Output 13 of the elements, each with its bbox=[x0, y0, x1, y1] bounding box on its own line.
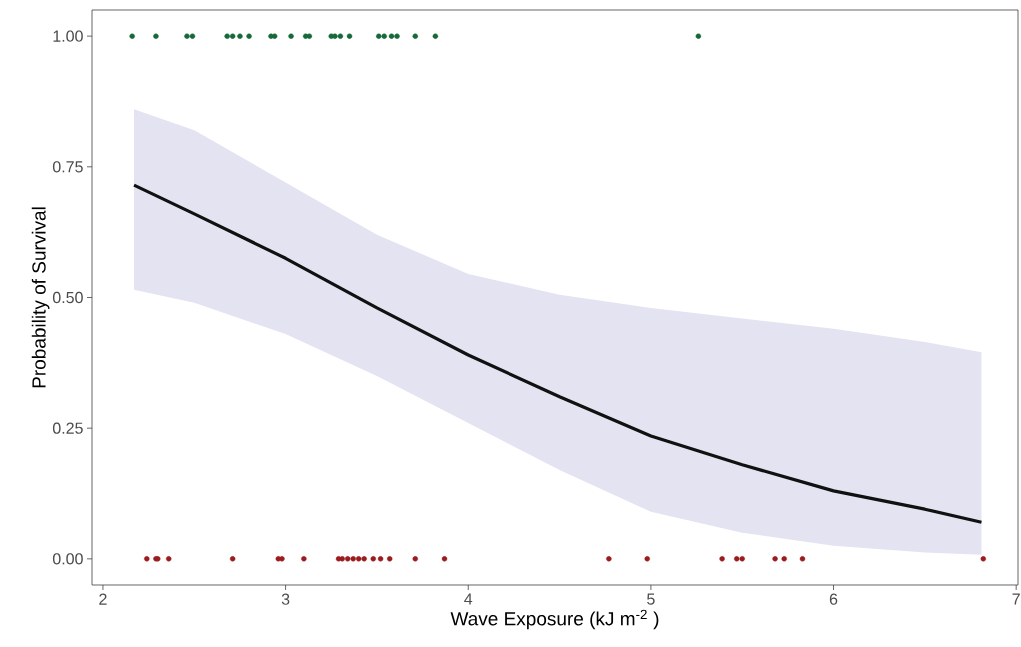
y-tick-label: 1.00 bbox=[53, 30, 83, 42]
x-axis-title: Wave Exposure (kJ m$^{-2}$ ) bbox=[450, 609, 659, 630]
x-tick-label: 7 bbox=[1012, 593, 1020, 605]
x-tick-label: 6 bbox=[829, 593, 838, 605]
y-tick-label: 0.00 bbox=[52, 553, 83, 565]
y-axis-title: Probability of Survival bbox=[31, 207, 50, 388]
y-tick-label: 0.75 bbox=[52, 161, 83, 173]
x-tick-label: 4 bbox=[464, 593, 473, 605]
y-tick-label: 0.50 bbox=[52, 291, 83, 304]
y-tick-label: 0.25 bbox=[52, 422, 83, 434]
x-tick-label: 5 bbox=[647, 593, 655, 605]
x-tick-label: 2 bbox=[99, 593, 107, 605]
x-tick-label: 3 bbox=[281, 593, 290, 605]
